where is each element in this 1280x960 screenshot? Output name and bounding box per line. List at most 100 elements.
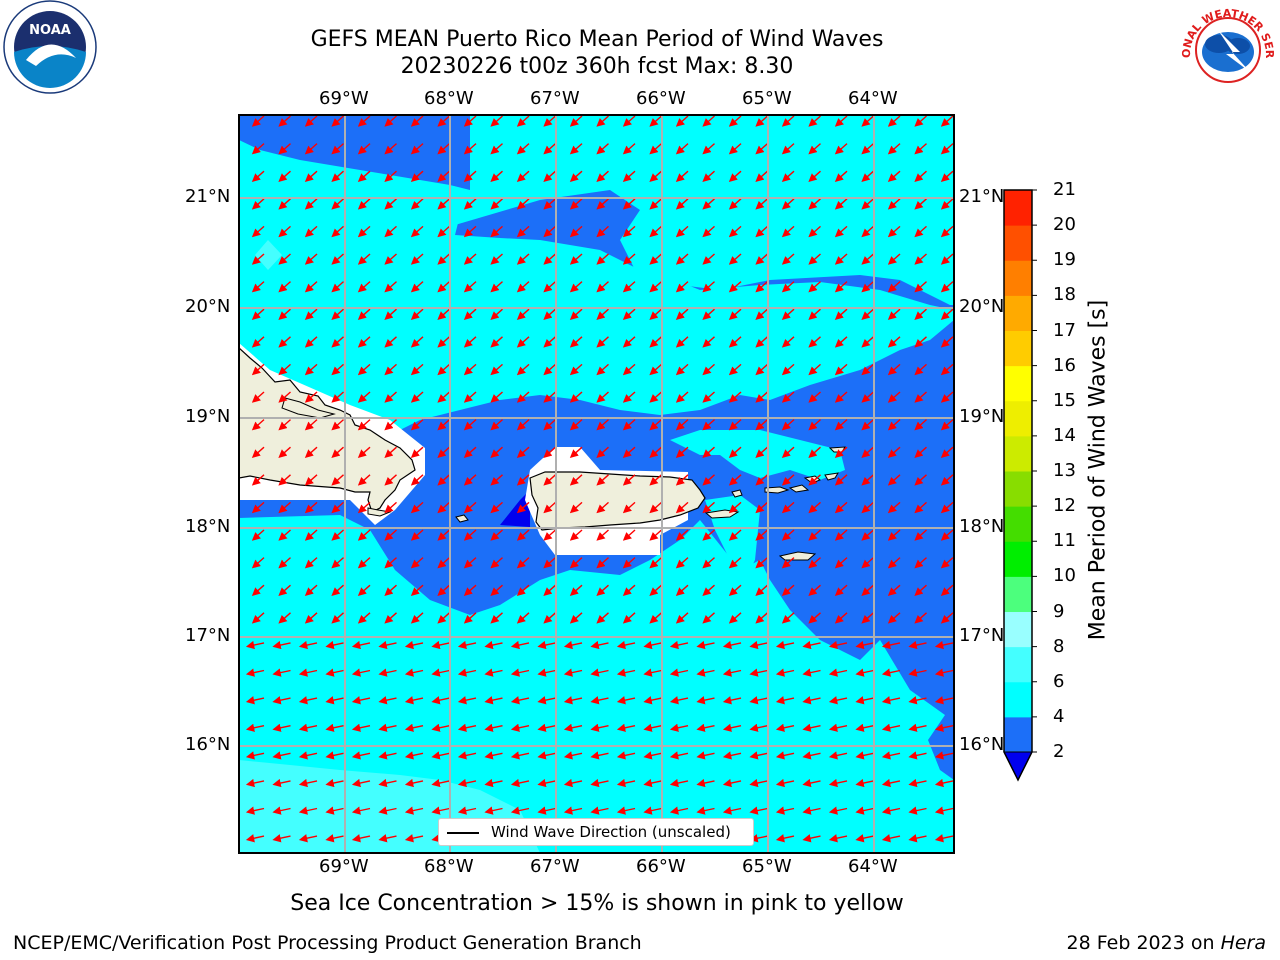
wave-arrow xyxy=(384,529,397,541)
wave-arrow xyxy=(808,446,821,458)
wave-arrow xyxy=(569,584,583,596)
wave-arrow xyxy=(351,696,371,705)
wave-arrow xyxy=(828,696,848,705)
wave-arrow xyxy=(245,723,265,732)
wave-arrow xyxy=(245,778,265,788)
wave-arrow xyxy=(622,143,636,155)
wave-arrow xyxy=(649,612,662,624)
wave-arrow xyxy=(378,696,397,705)
wave-arrow xyxy=(304,501,318,514)
wave-arrow xyxy=(940,557,954,569)
lon-tick-top-64: 64°W xyxy=(848,88,898,109)
wave-arrow xyxy=(463,336,477,348)
wave-arrow xyxy=(861,391,874,403)
wave-arrow xyxy=(537,778,556,788)
wave-arrow xyxy=(861,474,874,486)
wave-arrow xyxy=(675,612,689,624)
lat-tick-right-18: 18°N xyxy=(959,516,1005,537)
wave-arrow xyxy=(702,253,715,265)
wave-arrow xyxy=(622,198,636,210)
wave-arrow xyxy=(887,446,901,458)
wave-arrow xyxy=(802,696,821,705)
wave-arrow xyxy=(616,806,636,815)
wave-arrow xyxy=(908,668,927,677)
wave-arrow xyxy=(934,778,954,788)
wave-arrow xyxy=(808,170,821,182)
wave-arrow xyxy=(325,751,344,760)
wave-arrow xyxy=(728,281,742,293)
wave-arrow xyxy=(622,584,636,596)
wave-arrow xyxy=(384,391,397,403)
wave-arrow xyxy=(914,474,927,486)
wave-arrow xyxy=(351,668,371,677)
wave-arrow xyxy=(722,696,742,705)
wave-arrow xyxy=(331,557,344,569)
wave-arrow xyxy=(940,143,954,155)
wave-arrow xyxy=(516,281,530,293)
wave-arrow xyxy=(696,778,715,788)
wave-arrow xyxy=(855,640,874,650)
wave-arrow xyxy=(404,640,424,650)
wave-arrow xyxy=(543,363,556,376)
wave-arrow xyxy=(404,696,424,705)
wave-arrow xyxy=(357,363,371,376)
wave-arrow xyxy=(887,529,901,541)
wave-arrow xyxy=(914,529,927,541)
wave-arrow xyxy=(940,529,954,541)
lon-tick-top-68: 68°W xyxy=(424,88,474,109)
wave-arrow xyxy=(463,474,477,486)
wave-arrow xyxy=(861,612,874,624)
wave-arrow xyxy=(510,751,530,760)
wave-arrow xyxy=(490,474,503,486)
wave-arrow xyxy=(861,529,874,541)
wave-arrow xyxy=(702,474,715,486)
colorbar-label: Mean Period of Wind Waves [s] xyxy=(1085,299,1111,641)
colorbar-segment xyxy=(1004,471,1032,507)
wave-arrow xyxy=(357,308,371,320)
wave-arrow xyxy=(516,584,530,596)
wave-arrow xyxy=(675,170,689,182)
wave-arrow xyxy=(437,363,450,376)
wave-arrow xyxy=(384,198,397,210)
wave-arrow xyxy=(410,474,424,486)
wave-arrow xyxy=(808,363,821,376)
wave-arrow xyxy=(357,253,371,265)
wave-arrow xyxy=(490,419,503,431)
wave-arrow xyxy=(675,115,689,127)
lon-tick-bottom-67: 67°W xyxy=(530,856,580,877)
wave-arrow xyxy=(272,751,291,760)
wave-arrow xyxy=(245,640,265,650)
wave-arrow xyxy=(855,723,874,732)
wave-arrow xyxy=(649,253,662,265)
wave-arrow xyxy=(728,391,742,403)
wave-arrow xyxy=(616,640,636,650)
wave-arrow xyxy=(596,281,609,293)
wave-arrow xyxy=(304,474,318,486)
wave-arrow xyxy=(755,363,768,376)
wave-arrow xyxy=(914,281,927,293)
wave-arrow xyxy=(543,557,556,569)
wave-arrow xyxy=(914,198,927,210)
wave-arrow xyxy=(516,363,530,376)
wave-arrow xyxy=(298,806,318,815)
wave-arrow xyxy=(278,225,291,238)
wave-arrow xyxy=(278,557,291,569)
wave-arrow xyxy=(802,640,821,650)
wave-arrow xyxy=(887,281,901,293)
wave-arrow xyxy=(934,640,954,650)
wave-arrow xyxy=(384,281,397,293)
wave-arrow xyxy=(543,281,556,293)
wave-arrow xyxy=(622,474,636,486)
wave-arrow xyxy=(278,115,291,127)
wave-arrow xyxy=(351,751,371,760)
wave-arrow xyxy=(516,170,530,182)
wave-arrow xyxy=(940,308,954,320)
wave-arrow xyxy=(463,170,477,182)
wave-arrow xyxy=(808,253,821,265)
wave-arrow xyxy=(643,806,662,815)
wave-arrow xyxy=(887,170,901,182)
footer-date-text: 28 Feb 2023 on xyxy=(1066,932,1215,954)
wave-arrow xyxy=(516,308,530,320)
wave-arrow xyxy=(569,225,583,238)
wave-arrow xyxy=(437,225,450,238)
